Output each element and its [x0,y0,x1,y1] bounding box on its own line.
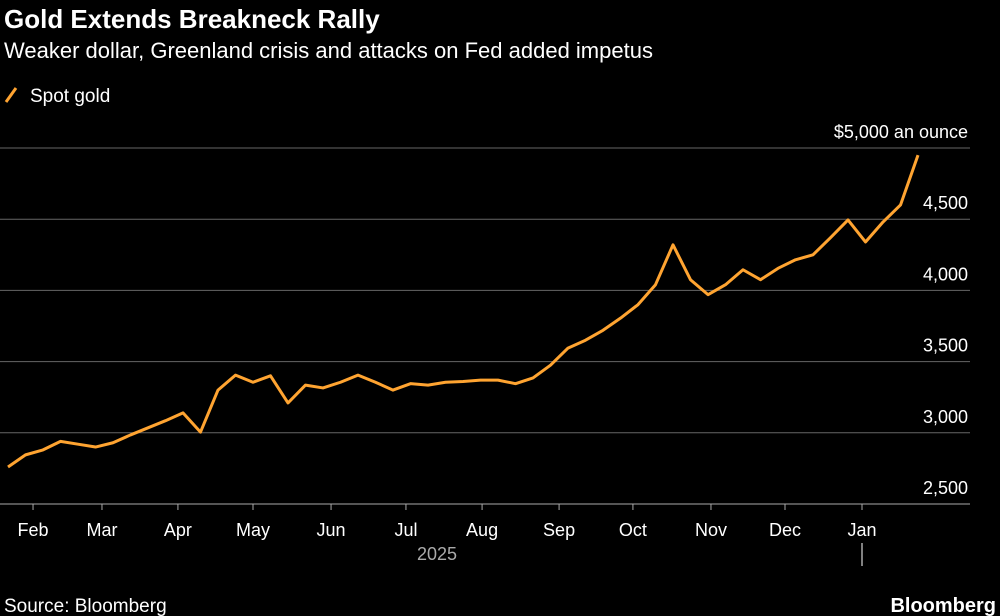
brand: Bloomberg [890,595,996,616]
y-tick-label: 4,500 [923,193,968,213]
legend-label: Spot gold [30,86,110,107]
x-tick-label: Sep [543,520,575,540]
x-tick-label: Apr [164,520,192,540]
x-tick-label: Jul [394,520,417,540]
y-tick-label: 3,000 [923,407,968,427]
line [7,154,920,469]
x-tick-label: Feb [18,520,49,540]
y-tick-label: 3,500 [923,336,968,356]
x-tick-label: Nov [695,520,727,540]
y-tick-label: 2,500 [923,478,968,498]
source: Source: Bloomberg [4,596,167,616]
x-tick-label: Mar [86,520,117,540]
year-label: 2025 [417,544,457,564]
chart-title: Gold Extends Breakneck Rally [4,4,380,34]
y-tick-label: 4,000 [923,264,968,284]
legend-swatch [4,87,18,103]
chart-subtitle: Weaker dollar, Greenland crisis and atta… [4,38,653,63]
x-tick-label: Aug [466,520,498,540]
x-tick-label: May [236,520,270,540]
x-tick-label: Jan [847,520,876,540]
x-tick-label: Dec [769,520,801,540]
x-tick-label: Oct [619,520,647,540]
y-tick-label: $5,000 an ounce [834,122,968,142]
x-tick-label: Jun [317,520,346,540]
